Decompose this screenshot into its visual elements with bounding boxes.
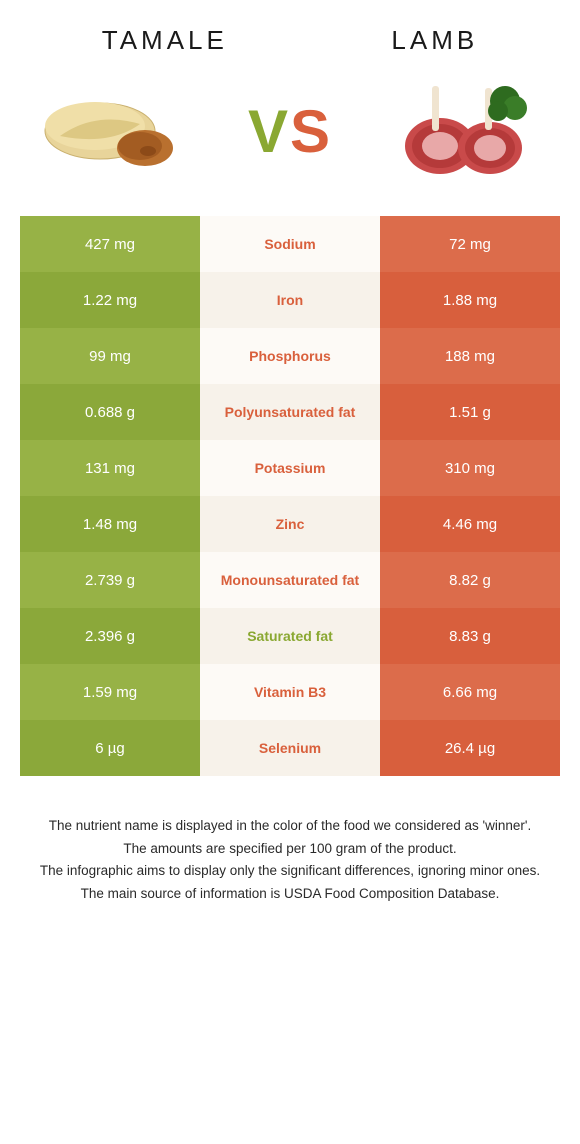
value-food1: 2.739 g	[20, 552, 200, 608]
footer-notes: The nutrient name is displayed in the co…	[0, 776, 580, 903]
vs-label: VS	[248, 97, 332, 166]
food1-title: TAMALE	[102, 25, 228, 56]
nutrient-name: Saturated fat	[200, 608, 380, 664]
nutrient-row: 2.739 gMonounsaturated fat8.82 g	[20, 552, 560, 608]
footer-line: The infographic aims to display only the…	[35, 861, 545, 881]
nutrient-row: 131 mgPotassium310 mg	[20, 440, 560, 496]
nutrient-name: Potassium	[200, 440, 380, 496]
tamale-icon	[40, 76, 190, 186]
value-food2: 188 mg	[380, 328, 560, 384]
nutrient-name: Polyunsaturated fat	[200, 384, 380, 440]
nutrient-name: Selenium	[200, 720, 380, 776]
value-food2: 310 mg	[380, 440, 560, 496]
nutrient-row: 1.22 mgIron1.88 mg	[20, 272, 560, 328]
value-food1: 0.688 g	[20, 384, 200, 440]
value-food1: 1.59 mg	[20, 664, 200, 720]
nutrient-name: Monounsaturated fat	[200, 552, 380, 608]
nutrient-name: Iron	[200, 272, 380, 328]
value-food2: 8.83 g	[380, 608, 560, 664]
food1-image	[40, 76, 190, 186]
value-food2: 6.66 mg	[380, 664, 560, 720]
value-food2: 4.46 mg	[380, 496, 560, 552]
nutrient-row: 427 mgSodium72 mg	[20, 216, 560, 272]
value-food1: 1.22 mg	[20, 272, 200, 328]
nutrient-row: 2.396 gSaturated fat8.83 g	[20, 608, 560, 664]
nutrient-row: 1.59 mgVitamin B36.66 mg	[20, 664, 560, 720]
footer-line: The nutrient name is displayed in the co…	[35, 816, 545, 836]
vs-s: S	[290, 98, 332, 165]
lamb-icon	[390, 76, 540, 186]
header: TAMALE LAMB	[0, 0, 580, 66]
nutrient-name: Zinc	[200, 496, 380, 552]
nutrient-row: 99 mgPhosphorus188 mg	[20, 328, 560, 384]
value-food1: 6 µg	[20, 720, 200, 776]
food2-image	[390, 76, 540, 186]
value-food1: 1.48 mg	[20, 496, 200, 552]
value-food1: 131 mg	[20, 440, 200, 496]
value-food2: 8.82 g	[380, 552, 560, 608]
value-food2: 26.4 µg	[380, 720, 560, 776]
nutrient-table: 427 mgSodium72 mg1.22 mgIron1.88 mg99 mg…	[20, 216, 560, 776]
images-row: VS	[0, 66, 580, 216]
nutrient-row: 1.48 mgZinc4.46 mg	[20, 496, 560, 552]
value-food1: 2.396 g	[20, 608, 200, 664]
value-food1: 99 mg	[20, 328, 200, 384]
footer-line: The main source of information is USDA F…	[35, 884, 545, 904]
nutrient-name: Phosphorus	[200, 328, 380, 384]
value-food2: 1.51 g	[380, 384, 560, 440]
value-food2: 1.88 mg	[380, 272, 560, 328]
food2-title: LAMB	[391, 25, 478, 56]
value-food1: 427 mg	[20, 216, 200, 272]
footer-line: The amounts are specified per 100 gram o…	[35, 839, 545, 859]
value-food2: 72 mg	[380, 216, 560, 272]
nutrient-row: 0.688 gPolyunsaturated fat1.51 g	[20, 384, 560, 440]
nutrient-row: 6 µgSelenium26.4 µg	[20, 720, 560, 776]
nutrient-name: Vitamin B3	[200, 664, 380, 720]
vs-v: V	[248, 98, 290, 165]
nutrient-name: Sodium	[200, 216, 380, 272]
